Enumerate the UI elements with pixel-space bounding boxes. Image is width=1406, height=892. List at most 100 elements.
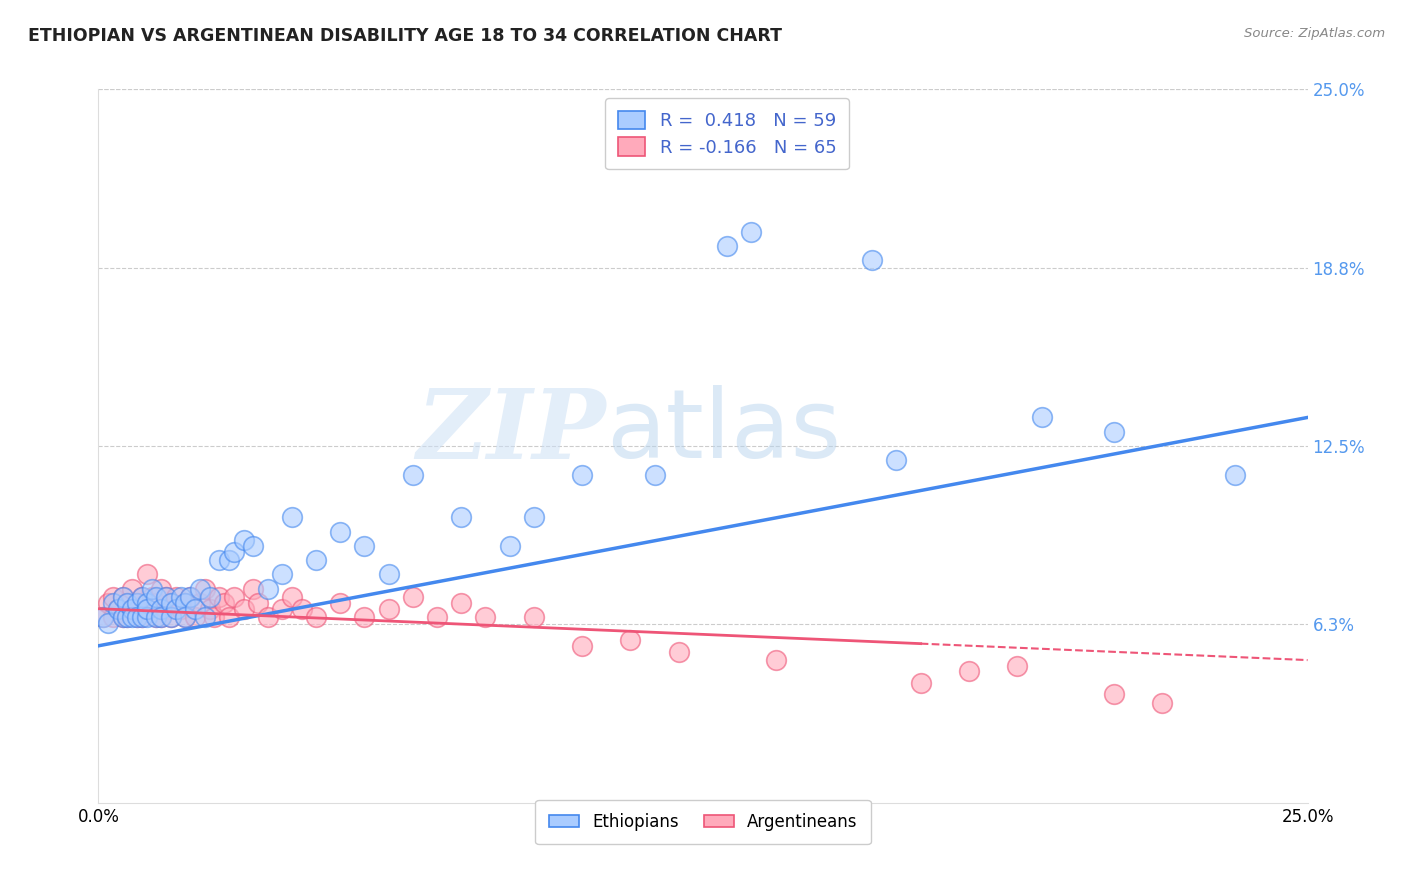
Point (184, 610, 207, 624)
Point (281, 591, 304, 605)
Point (97, 596, 120, 610)
Point (305, 610, 328, 624)
Point (668, 644, 690, 658)
Point (886, 453, 908, 467)
Point (188, 596, 211, 610)
Point (111, 610, 134, 624)
Point (179, 591, 201, 605)
Point (281, 510, 304, 524)
Point (305, 553, 328, 567)
Point (121, 610, 143, 624)
Point (160, 596, 183, 610)
Point (450, 596, 472, 610)
Point (141, 582, 163, 596)
Point (150, 601, 173, 615)
Point (121, 582, 143, 596)
Point (232, 533, 254, 548)
Point (194, 610, 217, 624)
Point (1223, 467, 1246, 482)
Point (174, 596, 197, 610)
Point (740, 225, 762, 239)
Point (150, 610, 173, 624)
Point (222, 591, 245, 605)
Point (353, 539, 375, 553)
Point (127, 610, 149, 624)
Point (571, 467, 593, 482)
Point (242, 582, 264, 596)
Point (644, 467, 666, 482)
Point (174, 610, 197, 624)
Point (131, 591, 153, 605)
Point (174, 596, 197, 610)
Point (169, 601, 191, 615)
Point (1031, 410, 1053, 425)
Legend: Ethiopians, Argentineans: Ethiopians, Argentineans (536, 800, 870, 845)
Point (160, 610, 183, 624)
Point (957, 665, 980, 679)
Point (1102, 425, 1125, 439)
Point (194, 582, 217, 596)
Point (155, 601, 177, 615)
Point (101, 610, 124, 624)
Point (135, 596, 157, 610)
Point (450, 510, 472, 524)
Point (426, 610, 449, 624)
Point (329, 596, 352, 610)
Point (1152, 696, 1174, 710)
Point (256, 610, 278, 624)
Point (107, 601, 129, 615)
Point (402, 591, 425, 605)
Text: ETHIOPIAN VS ARGENTINEAN DISABILITY AGE 18 TO 34 CORRELATION CHART: ETHIOPIAN VS ARGENTINEAN DISABILITY AGE … (28, 27, 782, 45)
Point (232, 601, 254, 615)
Point (271, 567, 294, 582)
Point (127, 596, 149, 610)
Point (910, 676, 932, 690)
Point (571, 639, 593, 653)
Point (377, 567, 399, 582)
Point (145, 610, 167, 624)
Point (107, 601, 129, 615)
Point (155, 591, 177, 605)
Text: Source: ZipAtlas.com: Source: ZipAtlas.com (1244, 27, 1385, 40)
Point (523, 510, 546, 524)
Point (131, 591, 153, 605)
Point (402, 467, 425, 482)
Point (91, 610, 114, 624)
Point (765, 653, 787, 667)
Point (184, 601, 207, 615)
Point (131, 610, 153, 624)
Point (91, 610, 114, 624)
Point (198, 591, 221, 605)
Point (498, 539, 520, 553)
Point (860, 253, 883, 268)
Point (271, 601, 294, 615)
Point (145, 596, 167, 610)
Point (145, 610, 167, 624)
Point (111, 591, 134, 605)
Point (127, 610, 149, 624)
Point (474, 610, 496, 624)
Point (111, 610, 134, 624)
Point (135, 601, 157, 615)
Point (121, 601, 143, 615)
Point (290, 601, 312, 615)
Text: ZIP: ZIP (416, 384, 606, 479)
Point (1007, 658, 1029, 673)
Point (212, 596, 235, 610)
Point (169, 591, 191, 605)
Point (329, 524, 352, 539)
Point (127, 596, 149, 610)
Point (131, 610, 153, 624)
Point (619, 633, 641, 648)
Point (150, 610, 173, 624)
Point (218, 553, 240, 567)
Point (135, 610, 157, 624)
Point (111, 591, 134, 605)
Point (160, 610, 183, 624)
Point (117, 610, 139, 624)
Point (716, 239, 738, 253)
Point (208, 591, 231, 605)
Point (141, 591, 163, 605)
Point (353, 610, 375, 624)
Point (135, 567, 157, 582)
